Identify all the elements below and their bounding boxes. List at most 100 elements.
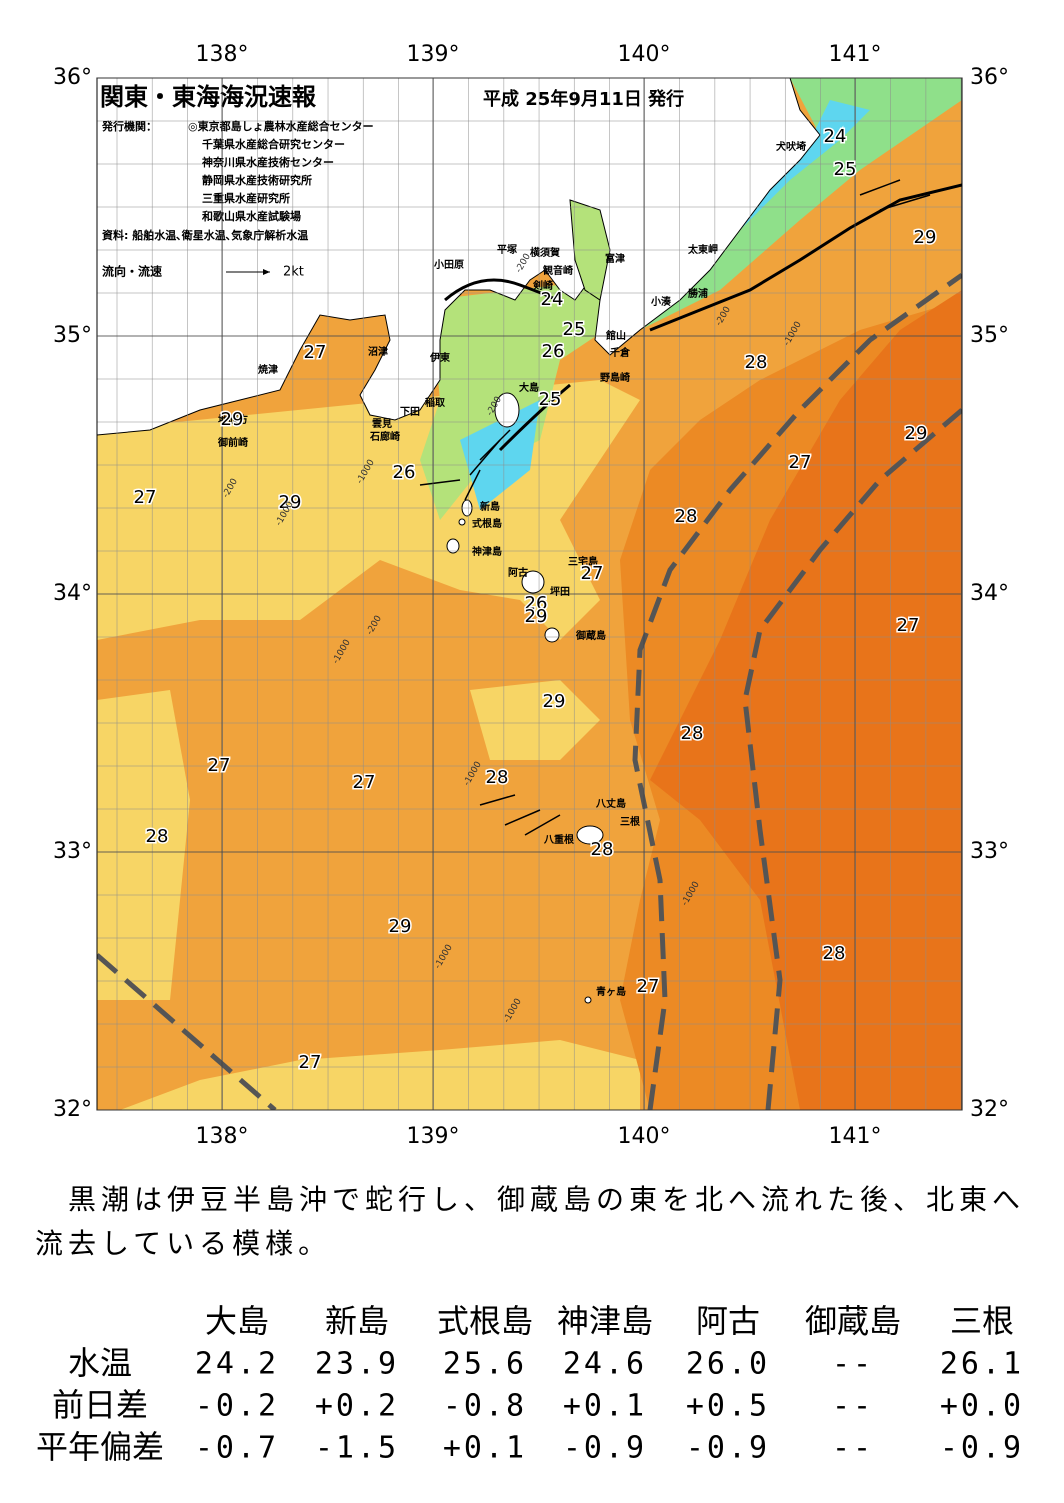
lat-label: 32° bbox=[53, 1097, 92, 1122]
temperature-label: 28 bbox=[591, 839, 614, 860]
lat-label: 36° bbox=[53, 65, 92, 90]
coastal-water bbox=[640, 78, 962, 330]
publisher: 静岡県水産技術研究所 bbox=[202, 173, 312, 187]
cold-water bbox=[460, 400, 540, 510]
temperature-label: 27 bbox=[353, 772, 376, 793]
place-name: 大島 bbox=[519, 381, 539, 394]
table-cell: -- bbox=[832, 1431, 874, 1466]
table-cell: 24.6 bbox=[563, 1347, 647, 1382]
table-cell: -- bbox=[832, 1389, 874, 1424]
temperature-label: 27 bbox=[299, 1052, 322, 1073]
column-header: 大島 bbox=[205, 1302, 269, 1340]
place-name: 太東岬 bbox=[687, 243, 718, 256]
table-cell: -0.2 bbox=[195, 1389, 279, 1424]
lon-label: 141° bbox=[829, 42, 882, 67]
place-name: 御蔵島 bbox=[575, 629, 606, 642]
row-label: 平年偏差 bbox=[36, 1428, 164, 1466]
table-cell: -0.8 bbox=[443, 1389, 527, 1424]
place-name: 沼津 bbox=[368, 345, 388, 358]
column-header: 神津島 bbox=[557, 1302, 653, 1340]
temperature-label: 29 bbox=[389, 916, 412, 937]
table-cell: -0.9 bbox=[940, 1431, 1024, 1466]
temperature-label: 29 bbox=[914, 227, 937, 248]
place-name: 犬吠埼 bbox=[776, 140, 806, 153]
table-cell: +0.0 bbox=[940, 1389, 1024, 1424]
temperature-label: 27 bbox=[637, 976, 660, 997]
temperature-label: 27 bbox=[897, 615, 920, 636]
temperature-label: 29 bbox=[279, 492, 302, 513]
temperature-label: 26 bbox=[525, 593, 548, 614]
place-name: 阿古 bbox=[508, 566, 528, 579]
current-axis bbox=[444, 183, 962, 452]
temperature-label: 25 bbox=[563, 319, 586, 340]
temperature-label: 29 bbox=[221, 409, 244, 430]
place-name: 神津島 bbox=[472, 545, 502, 558]
warm-water bbox=[97, 690, 190, 1000]
lat-label: 32° bbox=[970, 1097, 1009, 1122]
place-name: 館山 bbox=[605, 329, 626, 342]
place-name: 焼津 bbox=[258, 363, 278, 376]
place-name: 剣崎 bbox=[532, 279, 553, 292]
temperature-label: 27 bbox=[581, 563, 604, 584]
place-name: 伊東 bbox=[429, 351, 450, 364]
place-name: 石廊崎 bbox=[369, 430, 400, 443]
legend-arrowhead bbox=[263, 269, 270, 275]
lat-label: 35° bbox=[53, 323, 92, 348]
table-cell: 25.6 bbox=[443, 1347, 527, 1382]
kuroshio-core bbox=[650, 290, 962, 1110]
temperature-label: 25 bbox=[834, 159, 857, 180]
place-name: 八丈島 bbox=[595, 797, 626, 810]
table-cell: -0.7 bbox=[195, 1431, 279, 1466]
kuroshio-boundary bbox=[97, 272, 962, 1110]
temperature-label: 27 bbox=[789, 452, 812, 473]
temperature-label: 28 bbox=[681, 723, 704, 744]
lat-label: 35° bbox=[970, 323, 1009, 348]
publisher: 三重県水産研究所 bbox=[202, 191, 290, 205]
lon-label: 140° bbox=[618, 1124, 671, 1149]
lat-label: 33° bbox=[970, 839, 1009, 864]
lon-label: 138° bbox=[196, 42, 249, 67]
lon-label: 140° bbox=[618, 42, 671, 67]
table-cell: -0.9 bbox=[563, 1431, 647, 1466]
column-header: 三根 bbox=[950, 1302, 1014, 1340]
place-name: 八重根 bbox=[543, 833, 574, 846]
place-name: 下田 bbox=[400, 406, 420, 418]
temperature-label: 29 bbox=[543, 691, 566, 712]
lat-label: 34° bbox=[53, 581, 92, 606]
temperature-label: 28 bbox=[675, 506, 698, 527]
temperature-label: 26 bbox=[542, 341, 565, 362]
place-name: 式根島 bbox=[472, 517, 502, 530]
publisher: 和歌山県水産試験場 bbox=[202, 209, 301, 223]
temperature-label: 28 bbox=[146, 826, 169, 847]
column-header: 式根島 bbox=[437, 1302, 533, 1340]
place-name: 野島崎 bbox=[600, 371, 630, 384]
table-cell: +0.5 bbox=[686, 1389, 770, 1424]
publisher: 千葉県水産総合研究センター bbox=[202, 137, 345, 151]
table-cell: 26.1 bbox=[940, 1347, 1024, 1382]
temperature-label: 25 bbox=[539, 389, 562, 410]
column-header: 新島 bbox=[325, 1302, 389, 1340]
current-vectors bbox=[419, 179, 931, 836]
temperature-label: 29 bbox=[525, 606, 548, 627]
temperature-label: 28 bbox=[745, 352, 768, 373]
lat-label: 36° bbox=[970, 65, 1009, 90]
temperature-label: 28 bbox=[823, 943, 846, 964]
temperature-label: 28 bbox=[486, 767, 509, 788]
temperature-label: 27 bbox=[134, 487, 157, 508]
publisher: 神奈川県水産技術センター bbox=[202, 155, 334, 169]
lon-label: 138° bbox=[196, 1124, 249, 1149]
place-name: 稲取 bbox=[425, 396, 446, 409]
publisher-label: 発行機関： bbox=[101, 119, 157, 133]
temperature-label: 27 bbox=[208, 755, 231, 776]
column-header: 阿古 bbox=[696, 1302, 760, 1340]
table-cell: 23.9 bbox=[315, 1347, 399, 1382]
place-name: 小田原 bbox=[433, 258, 464, 271]
place-name: 雲見 bbox=[372, 418, 392, 430]
lat-label: 34° bbox=[970, 581, 1009, 606]
source: 資料: 船舶水温､衛星水温､気象庁解析水温 bbox=[102, 228, 308, 242]
map bbox=[97, 78, 962, 1110]
legend-label: 流向・流速 bbox=[102, 264, 162, 279]
cold-water bbox=[730, 100, 870, 240]
